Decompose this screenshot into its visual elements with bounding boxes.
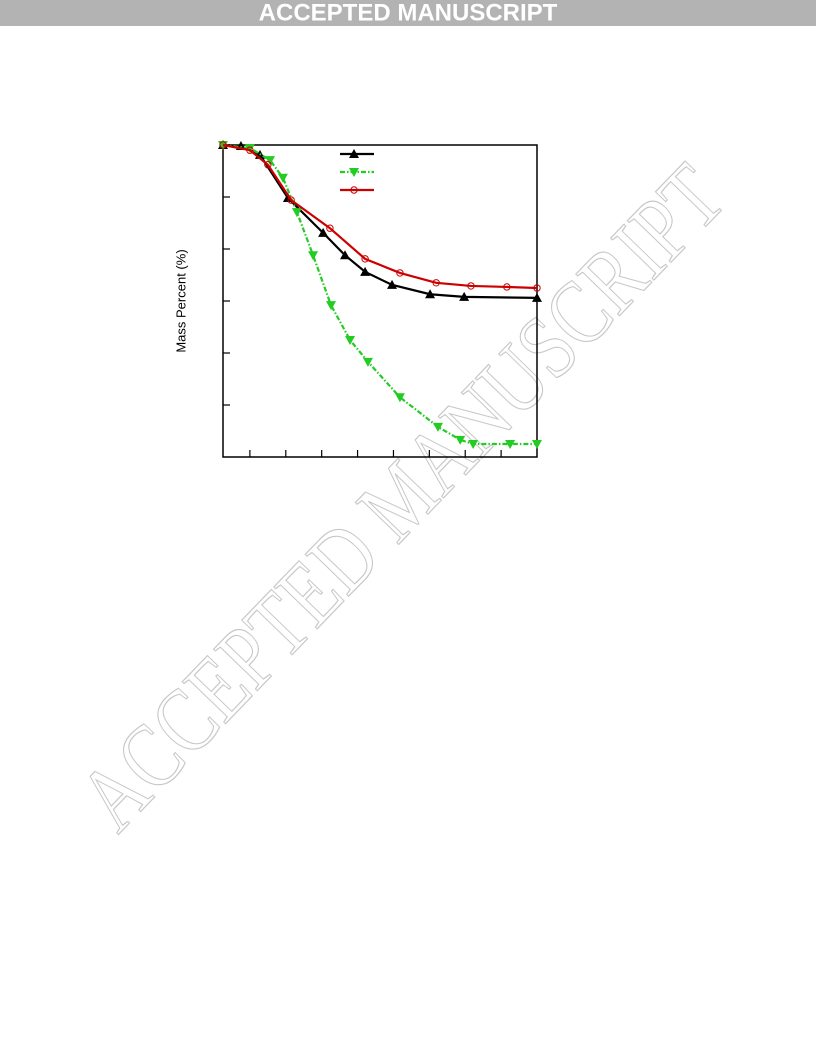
banner-text: ACCEPTED MANUSCRIPT	[259, 0, 558, 26]
data-point	[244, 144, 255, 154]
data-point	[361, 255, 369, 263]
data-point	[362, 357, 373, 367]
legend-swatch-marker	[349, 168, 359, 177]
data-point	[425, 289, 436, 299]
data-point	[264, 161, 272, 169]
data-point	[394, 393, 405, 403]
data-point	[345, 336, 356, 345]
data-point	[265, 156, 276, 166]
data-point	[308, 251, 319, 261]
legend-swatch-marker	[349, 149, 359, 158]
data-point	[360, 266, 371, 276]
data-point	[459, 291, 470, 301]
watermark: ACCEPTED MANUSCRIPT	[59, 145, 744, 849]
data-point	[387, 279, 398, 289]
banner-bar	[0, 0, 816, 26]
legend-swatch-marker	[350, 186, 358, 194]
series-line	[222, 143, 538, 290]
data-point	[246, 146, 254, 154]
chart: Mass Percent (%)	[173, 140, 542, 458]
data-point	[532, 292, 542, 302]
data-point	[532, 440, 542, 449]
data-point	[467, 282, 475, 290]
data-point	[277, 173, 288, 183]
data-point	[291, 208, 302, 218]
data-point	[533, 284, 541, 292]
data-point	[287, 196, 295, 204]
data-point	[326, 301, 337, 311]
data-point	[326, 224, 334, 232]
series-line	[222, 143, 537, 446]
y-axis-label: Mass Percent (%)	[173, 249, 188, 352]
data-point	[432, 422, 443, 432]
data-point	[219, 141, 227, 149]
data-point	[340, 250, 351, 260]
data-point	[468, 440, 479, 449]
data-point	[505, 440, 516, 449]
data-point	[396, 269, 404, 277]
data-point	[455, 435, 466, 445]
data-point	[503, 283, 511, 291]
data-point	[318, 227, 329, 237]
data-point	[432, 279, 440, 287]
